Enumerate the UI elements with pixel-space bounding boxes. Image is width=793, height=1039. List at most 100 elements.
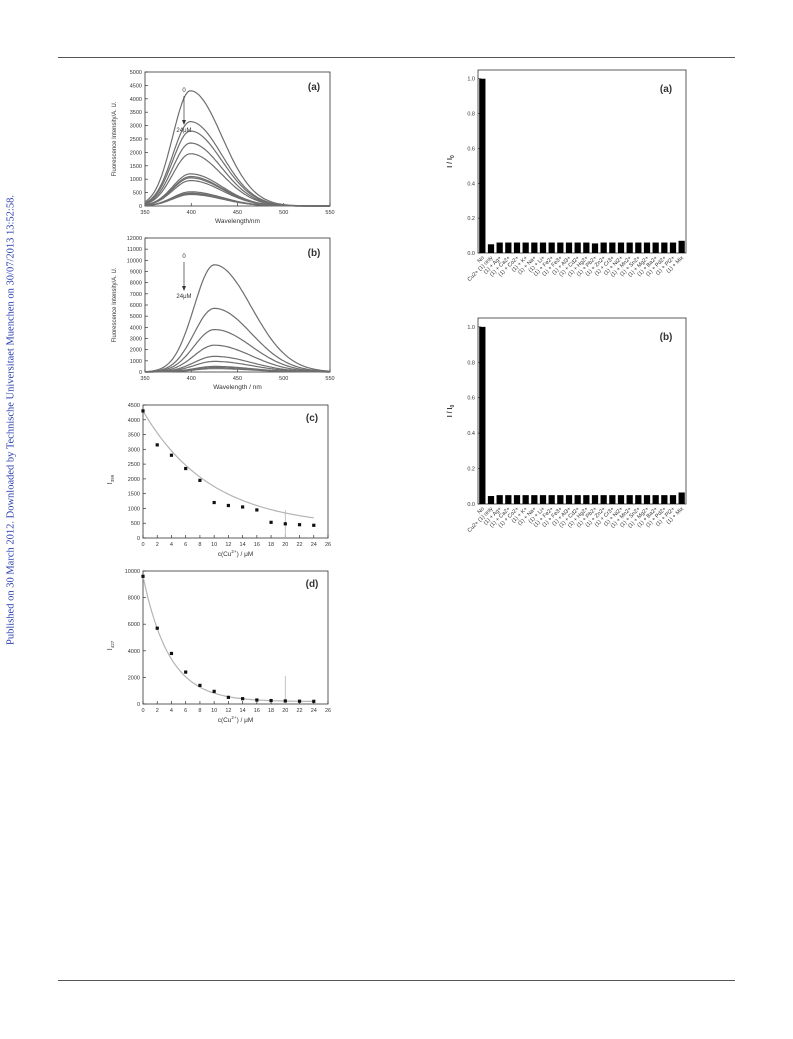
y-tick-label: 3000 [130,124,142,130]
download-notice[interactable]: Published on 30 March 2012. Downloaded b… [2,180,20,660]
y-axis-label-main: I [107,482,114,484]
x-tick-label: 550 [325,376,334,382]
y-tick-label: 2000 [130,348,142,354]
y-tick-label: 0.8 [467,112,475,118]
y-axis-label-main: I [107,648,114,650]
x-tick-label: 450 [233,376,242,382]
y-tick-label: 6000 [128,622,140,628]
bar [531,495,538,504]
x-tick-label: 350 [140,210,149,216]
bar [565,242,573,253]
plot-frame [477,317,687,505]
x-tick-label: 500 [279,376,288,382]
x-axis-label: c(Cu2+) / μM [218,549,254,558]
y-tick-label: 0 [139,204,142,210]
x-tick-label: 20 [282,708,288,714]
x-tick-label: 450 [233,210,242,216]
data-point [184,466,188,471]
data-point [198,683,202,687]
y-tick-label: 8000 [130,281,142,287]
bar [600,495,607,504]
y-tick-label: 1.0 [467,77,475,83]
y-tick-label: 4000 [130,97,142,103]
y-tick-label: 5000 [130,70,142,76]
data-point [283,699,287,703]
spectrum-line [145,368,330,373]
y-tick-label: 1000 [128,506,140,512]
x-tick-label: 26 [325,708,331,714]
y-axis-label-main: I / I [447,158,454,168]
y-tick-label: 0.2 [467,467,475,473]
y-tick-label: 2000 [130,150,142,156]
bar [505,242,512,253]
data-point [241,505,245,509]
y-tick-label: 0.4 [467,431,475,437]
y-axis-label: I427 [107,640,115,650]
spectrum-line [145,344,330,373]
bar [609,242,616,253]
bar [583,242,590,253]
data-point [255,698,259,702]
data-point [283,522,287,526]
y-tick-label: 0.6 [467,146,475,152]
y-tick-label: 9000 [130,270,142,276]
titration-chart-d: 0 2 4 6 8 10 12 14 16 18 20 22 24 2602000400060008000… [107,569,331,724]
data-point [269,698,273,703]
bar [513,242,521,253]
spectrum-line [144,193,330,207]
y-tick-label: 0.2 [467,216,475,222]
bar [574,495,581,504]
x-axis-label-superscript: 2+ [231,549,237,554]
data-point [141,574,145,578]
data-point [155,626,159,630]
data-point [241,697,245,701]
y-tick-label: 10000 [127,258,142,264]
plot-frame [477,69,687,254]
spectrum-line [144,264,331,373]
bar [548,242,555,253]
annotation-start: 0 [182,88,186,94]
data-point [226,503,230,508]
data-point [169,651,174,656]
data-point [212,500,216,505]
x-axis-label: Wavelength/nm [215,218,260,225]
y-tick-label: 0.6 [467,396,475,402]
bar [522,495,529,504]
header-rule [58,57,735,58]
x-tick-label: 6 [184,708,187,714]
y-axis-label: I / I0 [447,155,456,168]
x-tick-label: 400 [187,376,196,382]
bar [548,495,555,504]
y-tick-label: 1500 [128,492,140,498]
y-axis-label-subscript: 0 [450,405,456,408]
y-tick-label: 0.0 [467,251,475,257]
spectra-chart-a: 350 400 450 500 550 0 500 1000 1500 2000 2500 3000 3… [112,70,335,225]
y-tick-label: 8000 [128,596,140,602]
bar [678,240,685,253]
y-tick-label: 0 [137,536,140,542]
x-tick-label: 4 [170,708,173,714]
spectra-chart-b: 350 400 450 500 550 0 1000 2000 3000 4000 5000 6000… [112,236,335,391]
plot-frame [142,570,329,705]
bar [487,244,495,253]
bar [652,495,659,504]
y-tick-label: 0.8 [467,360,475,366]
bar [643,242,651,253]
bar [505,495,512,504]
y-tick-label: 0.0 [467,502,475,508]
fit-curve [142,576,314,702]
bar [496,242,503,253]
bar [539,242,547,253]
bar [539,495,547,504]
x-tick-label: 18 [268,708,274,714]
data-point [198,478,202,482]
bar [557,495,564,504]
y-tick-label: 0.4 [467,181,475,187]
data-point [141,409,145,413]
annotation-arrowhead [182,286,186,291]
bar [661,242,668,253]
y-tick-label: 4000 [128,649,140,655]
x-tick-label: 20 [282,542,288,548]
x-axis-label-superscript: 2+ [231,715,237,720]
